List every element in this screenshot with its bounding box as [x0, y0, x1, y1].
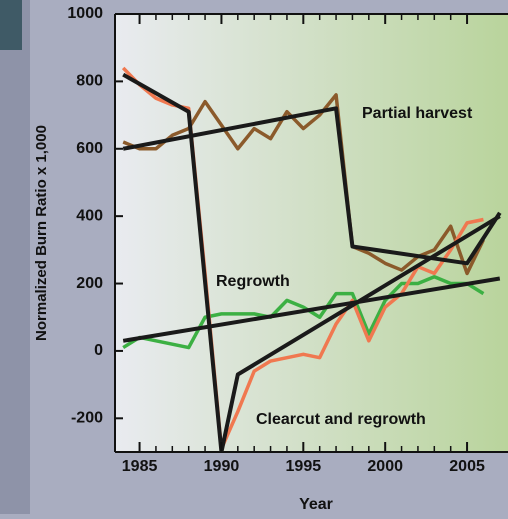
- page: Year Normalized Burn Ratio x 1,000 -200 0…: [0, 0, 508, 514]
- plot-area: [115, 14, 508, 452]
- y-tick-label: 400: [76, 207, 103, 224]
- y-axis-label: Normalized Burn Ratio x 1,000: [33, 125, 50, 341]
- y-tick-label: -200: [71, 410, 103, 427]
- y-tick-label: 800: [76, 73, 103, 90]
- series-label: Partial harvest: [362, 105, 473, 122]
- y-tick-label: 1000: [67, 5, 103, 22]
- y-tick-label: 0: [94, 342, 103, 359]
- x-axis-label: Year: [299, 496, 333, 513]
- x-tick-label: 1990: [204, 458, 240, 475]
- x-tick-label: 1995: [286, 458, 322, 475]
- series-label: Regrowth: [216, 273, 290, 290]
- side-icon: [0, 0, 22, 50]
- y-tick-label: 200: [76, 275, 103, 292]
- y-tick-label: 600: [76, 140, 103, 157]
- x-tick-label: 1985: [122, 458, 158, 475]
- x-tick-label: 2000: [367, 458, 403, 475]
- chart: Year Normalized Burn Ratio x 1,000 -200 0…: [0, 0, 508, 514]
- side-panel: [0, 0, 30, 514]
- series-label: Clearcut and regrowth: [256, 411, 426, 428]
- x-tick-label: 2005: [449, 458, 485, 475]
